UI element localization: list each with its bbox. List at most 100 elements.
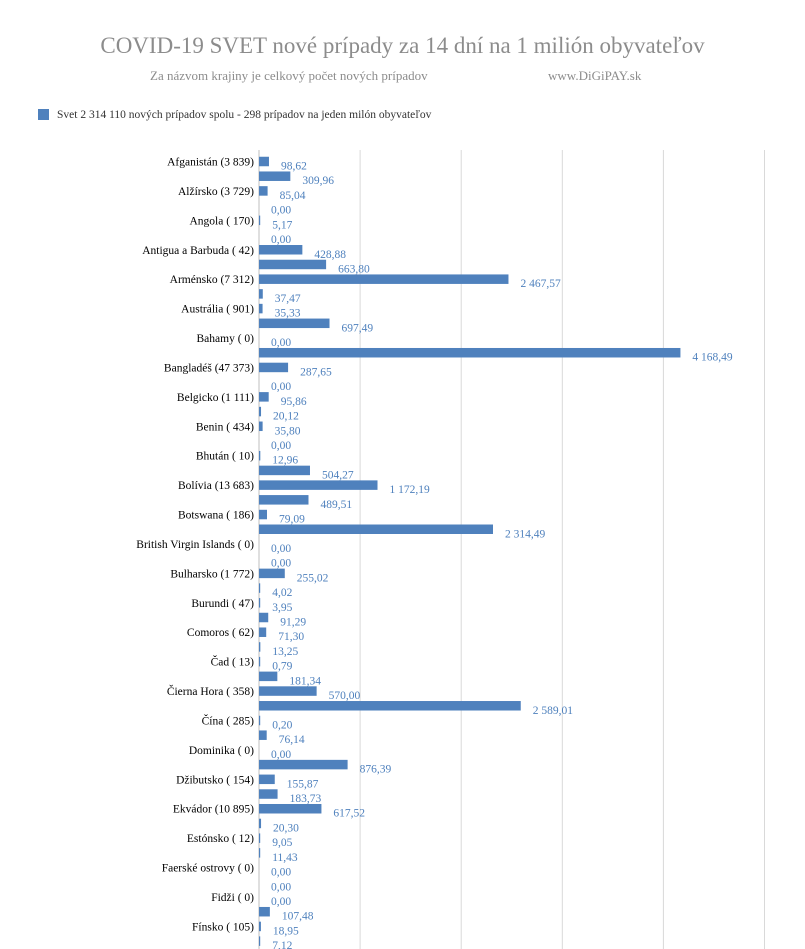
category-label: Čierna Hora ( 358) — [167, 684, 254, 698]
legend-swatch — [38, 109, 49, 120]
data-label: 2 467,57 — [520, 278, 561, 290]
data-label: 0,00 — [271, 558, 291, 570]
category-label: Ekvádor (10 895) — [173, 804, 254, 816]
data-label: 3,95 — [272, 602, 292, 614]
category-label: Austrália ( 901) — [181, 304, 254, 316]
data-label: 85,04 — [280, 190, 306, 202]
bar — [259, 833, 261, 843]
bar — [259, 156, 269, 167]
data-label: 98,62 — [281, 161, 307, 173]
category-label: Comoros ( 62) — [187, 627, 254, 639]
category-label: Čad ( 13) — [211, 655, 255, 669]
category-label: Džibutsko ( 154) — [176, 774, 254, 786]
bar — [259, 509, 267, 520]
category-label: Botswana ( 186) — [178, 510, 254, 522]
data-label: 4 168,49 — [692, 352, 733, 364]
data-label: 1 172,19 — [390, 484, 431, 496]
data-label: 428,88 — [314, 249, 346, 261]
bar — [259, 921, 261, 932]
data-label: 9,05 — [272, 837, 292, 849]
data-label: 71,30 — [278, 631, 304, 643]
chart-title: COVID-19 SVET nové prípady za 14 dní na … — [100, 33, 705, 58]
bar — [259, 848, 261, 858]
bar — [259, 318, 330, 329]
data-label: 11,43 — [272, 852, 298, 864]
category-label: Bangladéš (47 373) — [164, 362, 254, 374]
data-label: 13,25 — [272, 646, 298, 658]
data-label: 2 589,01 — [533, 705, 574, 717]
bar — [259, 392, 269, 402]
category-label: Bhután ( 10) — [196, 451, 254, 463]
bar — [259, 774, 275, 785]
data-label: 0,00 — [271, 381, 291, 393]
bar — [259, 421, 263, 432]
data-label: 504,27 — [322, 469, 354, 481]
bar — [259, 671, 278, 682]
data-label: 0,00 — [271, 543, 291, 555]
bar — [259, 303, 263, 314]
category-label: Čína ( 285) — [202, 713, 255, 727]
bar — [259, 406, 262, 417]
bar — [259, 627, 267, 637]
source-site: www.DiGiPAY.sk — [548, 68, 642, 83]
data-label: 0,20 — [272, 719, 292, 731]
category-label: Faerské ostrovy ( 0) — [162, 863, 254, 875]
bar — [259, 524, 493, 534]
data-label: 20,12 — [273, 411, 299, 423]
data-label: 0,00 — [271, 205, 291, 217]
chart-subtitle: Za názvom krajiny je celkový počet novýc… — [150, 68, 428, 83]
data-label: 107,48 — [282, 911, 314, 923]
bar — [259, 612, 269, 623]
category-label: Angola ( 170) — [189, 215, 254, 227]
category-label: Afganistán (3 839) — [167, 157, 254, 169]
data-label: 0,00 — [271, 867, 291, 879]
bar — [259, 450, 261, 461]
legend: Svet 2 314 110 nových prípadov spolu - 2… — [38, 109, 431, 121]
bar — [259, 583, 261, 593]
bar — [259, 245, 303, 255]
data-label: 663,80 — [338, 263, 370, 275]
data-label: 35,80 — [275, 425, 301, 437]
data-label: 0,00 — [271, 881, 291, 893]
data-label: 7,12 — [272, 940, 292, 949]
bar — [259, 274, 509, 284]
bar — [259, 701, 521, 711]
data-label: 12,96 — [272, 455, 298, 467]
data-label: 570,00 — [329, 690, 361, 702]
category-label: Antigua a Barbuda ( 42) — [142, 245, 254, 257]
bar — [259, 656, 261, 667]
bar — [259, 803, 322, 814]
category-label: Alžírsko (3 729) — [178, 186, 254, 198]
data-label: 876,39 — [360, 764, 392, 776]
data-label: 255,02 — [297, 572, 329, 584]
data-label: 18,95 — [273, 925, 299, 937]
bar — [259, 347, 681, 358]
category-label: Bahamy ( 0) — [197, 333, 255, 345]
bar — [259, 818, 262, 829]
data-label: 35,33 — [275, 308, 301, 320]
bar — [259, 289, 263, 299]
bar — [259, 642, 261, 652]
bar — [259, 259, 327, 270]
bar — [259, 715, 261, 726]
data-label: 79,09 — [279, 514, 305, 526]
category-label: Benin ( 434) — [196, 421, 254, 433]
data-label: 489,51 — [320, 499, 352, 511]
data-label: 155,87 — [287, 778, 319, 790]
data-label: 617,52 — [333, 808, 365, 820]
bar — [259, 465, 310, 476]
data-label: 0,00 — [271, 896, 291, 908]
data-label: 0,00 — [271, 337, 291, 349]
bar — [259, 686, 317, 696]
bar — [259, 362, 289, 373]
category-label: Fínsko ( 105) — [192, 921, 254, 933]
category-label: Estónsko ( 12) — [187, 833, 254, 845]
bar — [259, 789, 278, 799]
data-label: 2 314,49 — [505, 528, 546, 540]
data-label: 91,29 — [280, 617, 306, 629]
category-label: Dominika ( 0) — [189, 745, 254, 757]
data-label: 309,96 — [302, 175, 334, 187]
category-label: Burundi ( 47) — [191, 598, 254, 610]
category-label: Arménsko (7 312) — [170, 274, 254, 286]
